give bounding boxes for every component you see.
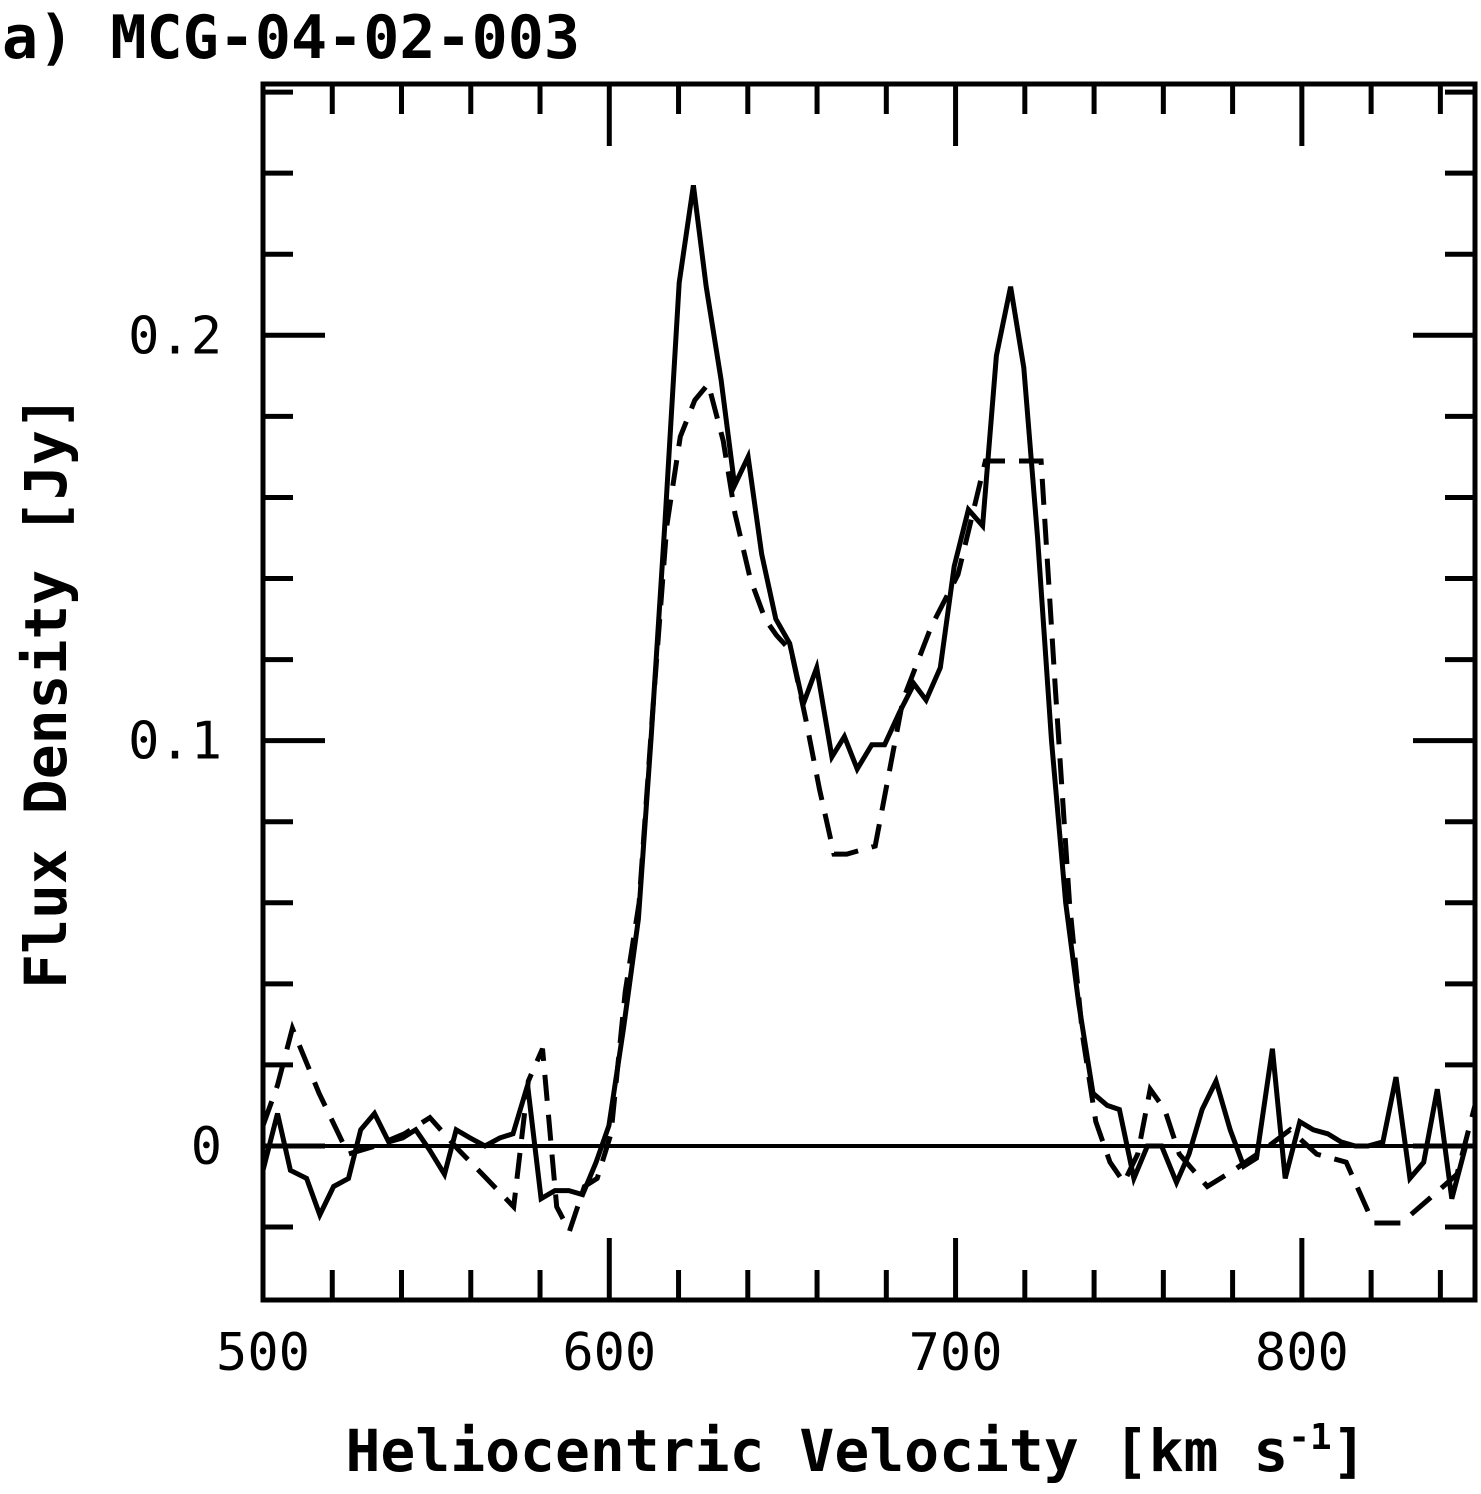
x-axis-label-superscript: -1 bbox=[1288, 1417, 1331, 1458]
series-line-dashed bbox=[263, 378, 1475, 1238]
x-tick-label: 600 bbox=[562, 1323, 656, 1383]
y-tick-label: 0 bbox=[191, 1117, 222, 1177]
x-tick-label: 800 bbox=[1255, 1323, 1349, 1383]
x-axis-label-main: Heliocentric Velocity [km s bbox=[345, 1417, 1288, 1485]
y-tick-label: 0.1 bbox=[128, 712, 222, 772]
y-axis-label: Flux Density [Jy] bbox=[12, 395, 80, 989]
plot-area: 500 600 700 800 0 0.1 0.2 bbox=[128, 81, 1478, 1383]
series-line-solid bbox=[263, 184, 1475, 1222]
x-axis-label: Heliocentric Velocity [km s-1] bbox=[345, 1417, 1366, 1485]
x-tick-label: 500 bbox=[216, 1323, 310, 1383]
x-axis-label-end: ] bbox=[1332, 1417, 1367, 1485]
plot-frame bbox=[260, 81, 1478, 1303]
chart-title: a) MCG-04-02-003 bbox=[2, 3, 580, 73]
x-tick-label: 700 bbox=[909, 1323, 1003, 1383]
y-tick-label: 0.2 bbox=[128, 306, 222, 366]
